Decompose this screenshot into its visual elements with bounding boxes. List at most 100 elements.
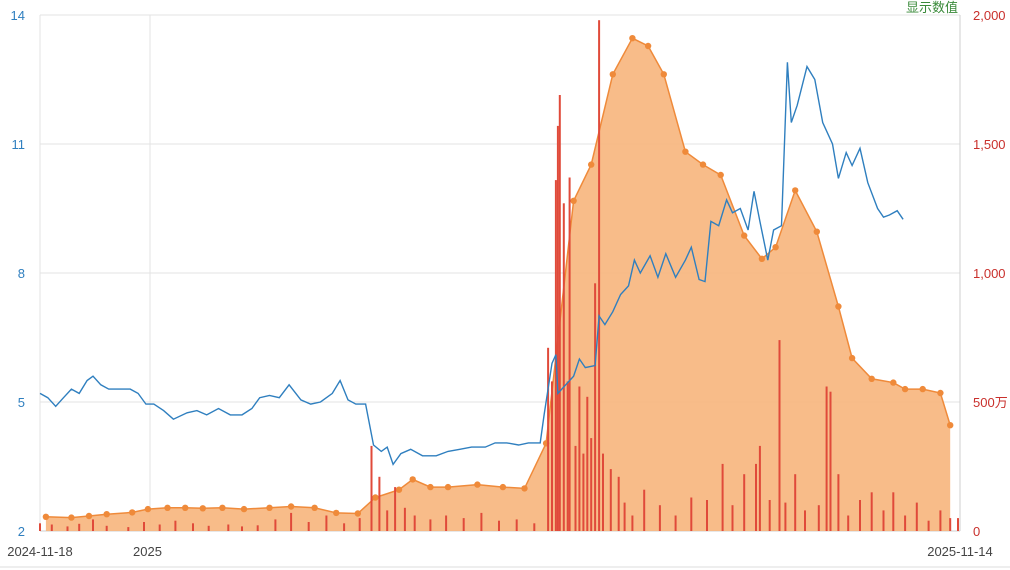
area-point (609, 71, 616, 78)
bar (594, 283, 597, 531)
bar (343, 523, 346, 531)
area-series (42, 35, 954, 531)
bar (192, 523, 194, 531)
area-point (287, 503, 295, 510)
area-point (395, 486, 403, 493)
bar (566, 381, 569, 531)
area-point (588, 161, 595, 168)
bar (533, 523, 536, 531)
area-point (499, 483, 507, 491)
area-point (919, 385, 926, 393)
area-point (521, 485, 528, 492)
bar (804, 510, 806, 531)
area-point (103, 511, 110, 518)
area-point (644, 42, 652, 50)
bar (378, 476, 381, 531)
bar (78, 523, 81, 531)
area-point (792, 187, 799, 194)
bar (445, 515, 448, 531)
bar (386, 510, 389, 531)
area-point (813, 228, 820, 235)
line-series (39, 62, 904, 466)
bar (829, 391, 832, 531)
bar (290, 512, 293, 531)
bar (307, 522, 310, 531)
area-point (85, 512, 93, 520)
bar (241, 526, 243, 531)
area-point (42, 513, 50, 520)
bar (837, 474, 840, 531)
area-point (937, 389, 944, 397)
y-right-tick-label: 2,000 (973, 8, 1006, 23)
bar (859, 500, 861, 531)
area-point (758, 255, 766, 262)
bar (480, 512, 483, 531)
bar (784, 502, 787, 531)
bar (706, 500, 708, 531)
bar (825, 386, 828, 531)
area-point (848, 354, 856, 362)
bar (755, 463, 757, 531)
area-point (682, 148, 689, 155)
bar (586, 396, 589, 531)
area-point (372, 494, 379, 501)
bar (847, 515, 850, 531)
bar (568, 177, 571, 531)
bar (690, 497, 693, 531)
bar (143, 522, 145, 531)
bar (358, 518, 361, 531)
bar (256, 525, 259, 531)
area-point (717, 171, 724, 179)
area-point (474, 481, 481, 488)
bar (602, 453, 604, 531)
area-point (444, 483, 452, 491)
x-tick-label: 2024-11-18 (7, 544, 73, 559)
bar (609, 469, 612, 531)
area-point (266, 504, 273, 511)
bar (551, 381, 553, 531)
bar (949, 518, 952, 531)
bar (794, 474, 797, 531)
bar (643, 489, 646, 531)
area-point (409, 476, 416, 483)
bar (939, 510, 942, 531)
area-point (868, 375, 875, 382)
bar (658, 505, 661, 531)
area-point (570, 197, 577, 204)
bar (158, 524, 161, 531)
bar (574, 445, 577, 531)
bar (39, 523, 41, 531)
bar (743, 474, 746, 531)
area-point (427, 483, 434, 491)
area-fill (45, 38, 951, 531)
x-tick-label: 2025-11-14 (927, 544, 993, 559)
y-left-tick-label: 11 (12, 137, 26, 152)
bar (904, 515, 907, 531)
bar (631, 515, 634, 531)
bar (92, 519, 94, 531)
bar (370, 445, 373, 531)
area-point (660, 71, 667, 78)
bar (817, 505, 820, 531)
bar (66, 526, 69, 531)
bar (882, 510, 885, 531)
bar (892, 492, 895, 531)
y-left-tick-label: 5 (18, 395, 25, 410)
bar (127, 527, 130, 531)
bar (105, 525, 108, 531)
bar (927, 520, 930, 531)
area-point (772, 244, 779, 251)
area-point (68, 514, 75, 521)
bar (582, 453, 585, 531)
bar (590, 438, 593, 531)
area-point (164, 504, 171, 511)
bar (731, 505, 734, 531)
bar (758, 445, 761, 531)
bar (558, 95, 561, 531)
axes: 14 11 8 5 2 2,000 1,500 1,000 500万 0 2024-11-18 202… (7, 8, 1007, 559)
area-point (901, 385, 909, 393)
area-point (129, 509, 136, 516)
y-right-tick-label: 0 (973, 524, 980, 539)
bar (515, 519, 518, 531)
